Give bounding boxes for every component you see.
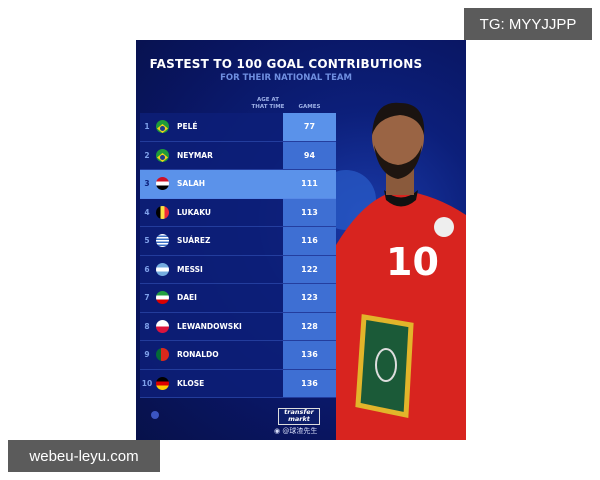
table-row: 9 RONALDO 31 136 (140, 341, 336, 370)
table-row-highlighted: 3 SALAH 33 111 (140, 170, 336, 199)
player-name: PELÉ (177, 122, 198, 132)
player-name: SUÁREZ (177, 236, 211, 246)
table-row: 7 DAEI 35 123 (140, 284, 336, 313)
watermark-bottom-left: webeu-leyu.com (8, 440, 160, 472)
brazil-flag-icon (156, 148, 169, 162)
player-name: LEWANDOWSKI (177, 321, 242, 331)
decorative-dot (151, 411, 159, 419)
table-row: 6 MESSI 30 122 (140, 255, 336, 284)
rank: 9 (144, 350, 150, 360)
rank: 1 (144, 122, 150, 132)
portugal-flag-icon (156, 348, 169, 362)
games-count: 128 (283, 312, 336, 340)
argentina-flag-icon (156, 262, 169, 276)
poland-flag-icon (156, 319, 169, 333)
games-count: 122 (283, 255, 336, 283)
poster-subtitle: FOR THEIR NATIONAL TEAM (220, 73, 352, 83)
rank: 8 (144, 321, 150, 331)
games-count: 123 (283, 284, 336, 312)
games-count: 113 (283, 198, 336, 226)
egypt-flag-icon (156, 177, 169, 191)
games-count: 116 (283, 227, 336, 255)
table-row: 4 LUKAKU 30 113 (140, 198, 336, 227)
brazil-flag-icon (156, 120, 169, 134)
rank: 6 (144, 264, 150, 274)
rank: 2 (144, 150, 150, 160)
player-name: LUKAKU (177, 207, 211, 217)
table-row: 5 SUÁREZ 33 116 (140, 227, 336, 256)
games-count: 136 (283, 341, 336, 369)
player-name: MESSI (177, 264, 203, 274)
weibo-icon: ◉ (274, 427, 283, 435)
iran-flag-icon (156, 291, 169, 305)
table-row: 10 KLOSE 36 136 (140, 369, 336, 398)
player-name: NEYMAR (177, 150, 213, 160)
weibo-credit: ◉ @球渣先生 (274, 427, 318, 435)
belgium-flag-icon (156, 205, 169, 219)
poster-title: FASTEST TO 100 GOAL CONTRIBUTIONS (149, 57, 423, 71)
table-row: 1 PELÉ 29 77 (140, 113, 336, 142)
svg-text:10: 10 (386, 240, 439, 284)
games-count: 136 (283, 369, 336, 397)
table-row: 2 NEYMAR 26 94 (140, 141, 336, 170)
germany-flag-icon (156, 376, 169, 390)
player-name: SALAH (177, 179, 206, 189)
watermark-top-right: TG: MYYJJPP (464, 8, 592, 40)
rank: 3 (144, 179, 150, 189)
table-row: 8 LEWANDOWSKI 33 128 (140, 312, 336, 341)
player-name: KLOSE (177, 378, 205, 388)
player-photo: 10 (336, 102, 466, 440)
games-column-header: GAMES (298, 104, 321, 110)
games-count: 111 (283, 170, 336, 198)
rank: 7 (144, 293, 150, 303)
rank: 5 (144, 236, 150, 246)
rank: 4 (144, 207, 150, 217)
player-name: RONALDO (177, 350, 219, 360)
uruguay-flag-icon (156, 234, 169, 248)
transfermarkt-logo: transfer markt (278, 408, 320, 425)
games-count: 77 (283, 113, 336, 141)
age-column-header: AGE AT THAT TIME (251, 97, 285, 110)
ranking-table: 1 PELÉ 29 77 2 NEYMAR 26 94 3 SALAH 33 1… (140, 113, 336, 398)
infographic-poster: FASTEST TO 100 GOAL CONTRIBUTIONS FOR TH… (136, 40, 466, 440)
rank: 10 (141, 378, 153, 388)
games-count: 94 (283, 141, 336, 169)
player-name: DAEI (177, 293, 197, 303)
